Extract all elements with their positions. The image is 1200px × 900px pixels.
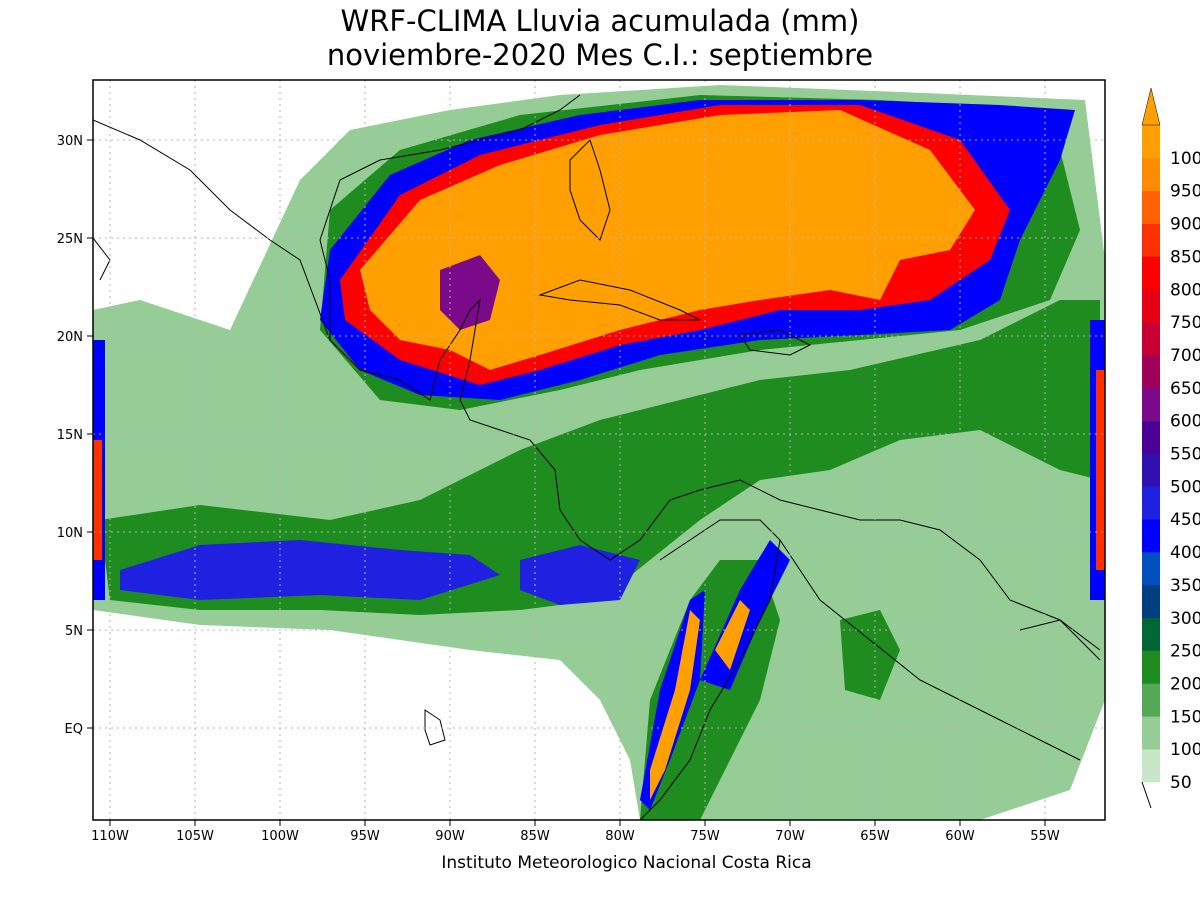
legend-swatch bbox=[1142, 486, 1160, 520]
lat-label: 15N bbox=[57, 428, 83, 443]
legend-label: 650 bbox=[1170, 379, 1200, 399]
lon-label: 55W bbox=[1030, 829, 1060, 844]
legend-swatch bbox=[1142, 387, 1160, 421]
lon-label: 110W bbox=[91, 829, 129, 844]
axis-ticks bbox=[87, 139, 1046, 826]
legend-swatch bbox=[1142, 617, 1160, 651]
legend-swatch bbox=[1142, 420, 1160, 454]
legend-label: 50 bbox=[1170, 773, 1192, 793]
lon-label: 90W bbox=[435, 829, 465, 844]
legend-label: 250 bbox=[1170, 642, 1200, 662]
lat-label: EQ bbox=[65, 722, 83, 737]
precip-field bbox=[93, 85, 1105, 820]
legend-swatch bbox=[1142, 256, 1160, 290]
lat-labels: 30N 25N 20N 15N 10N 5N EQ bbox=[57, 134, 83, 737]
lon-label: 75W bbox=[690, 829, 720, 844]
legend-label: 850 bbox=[1170, 247, 1200, 267]
legend-swatch bbox=[1142, 716, 1160, 750]
map-title-line1: WRF-CLIMA Lluvia acumulada (mm) bbox=[340, 4, 860, 38]
precip-heavy-zone bbox=[360, 110, 975, 800]
legend-label: 400 bbox=[1170, 543, 1200, 563]
legend-swatch bbox=[1142, 453, 1160, 487]
legend-swatch bbox=[1142, 223, 1160, 257]
legend-label: 700 bbox=[1170, 346, 1200, 366]
legend-top-arrow bbox=[1141, 87, 1161, 126]
legend-swatch bbox=[1142, 322, 1160, 356]
grid bbox=[93, 80, 1105, 820]
footer-credit: Instituto Meteorologico Nacional Costa R… bbox=[441, 853, 812, 873]
legend-label: 750 bbox=[1170, 313, 1200, 333]
precip-purple-blob bbox=[440, 255, 500, 330]
legend-label: 350 bbox=[1170, 576, 1200, 596]
legend-swatch bbox=[1142, 650, 1160, 684]
lon-label: 70W bbox=[775, 829, 805, 844]
legend-label: 600 bbox=[1170, 412, 1200, 432]
legend-swatch bbox=[1142, 289, 1160, 323]
lat-label: 20N bbox=[57, 330, 83, 345]
legend-label: 450 bbox=[1170, 510, 1200, 530]
legend-label: 300 bbox=[1170, 609, 1200, 629]
lat-label: 30N bbox=[57, 134, 83, 149]
legend-swatch bbox=[1142, 190, 1160, 224]
map-frame bbox=[92, 79, 1106, 821]
coastlines bbox=[93, 94, 1101, 820]
lon-label: 65W bbox=[860, 829, 890, 844]
legend-colorbar: 50 100 150 200 250 300 350 400 450 500 550 600 650 70… bbox=[1141, 87, 1200, 809]
legend-swatch bbox=[1142, 157, 1160, 191]
legend-swatch bbox=[1142, 552, 1160, 586]
map-title-line2: noviembre-2020 Mes C.I.: septiembre bbox=[326, 38, 874, 72]
legend-label: 200 bbox=[1170, 674, 1200, 694]
lon-label: 80W bbox=[605, 829, 635, 844]
legend-label: 950 bbox=[1170, 182, 1200, 202]
lon-label: 85W bbox=[520, 829, 550, 844]
lat-label: 10N bbox=[57, 526, 83, 541]
legend-bottom-arrow bbox=[1141, 781, 1152, 809]
lat-label: 25N bbox=[57, 232, 83, 247]
legend-label: 500 bbox=[1170, 477, 1200, 497]
lat-label: 5N bbox=[65, 624, 83, 639]
lon-label: 100W bbox=[261, 829, 299, 844]
legend-swatch bbox=[1142, 125, 1160, 159]
lon-label: 105W bbox=[176, 829, 214, 844]
lon-label: 60W bbox=[945, 829, 975, 844]
legend-swatch bbox=[1142, 354, 1160, 389]
legend-swatch bbox=[1142, 749, 1160, 783]
lon-label: 95W bbox=[350, 829, 380, 844]
legend-label: 550 bbox=[1170, 445, 1200, 465]
legend-label: 1000 bbox=[1170, 149, 1200, 169]
legend-label: 900 bbox=[1170, 215, 1200, 235]
legend-swatch bbox=[1142, 584, 1160, 619]
legend-swatch bbox=[1142, 683, 1160, 717]
legend-label: 100 bbox=[1170, 740, 1200, 760]
legend-label: 150 bbox=[1170, 707, 1200, 727]
legend-swatch bbox=[1142, 519, 1160, 553]
legend-label: 800 bbox=[1170, 280, 1200, 300]
lon-labels: 110W 105W 100W 95W 90W 85W 80W 75W 70W 6… bbox=[91, 829, 1060, 844]
